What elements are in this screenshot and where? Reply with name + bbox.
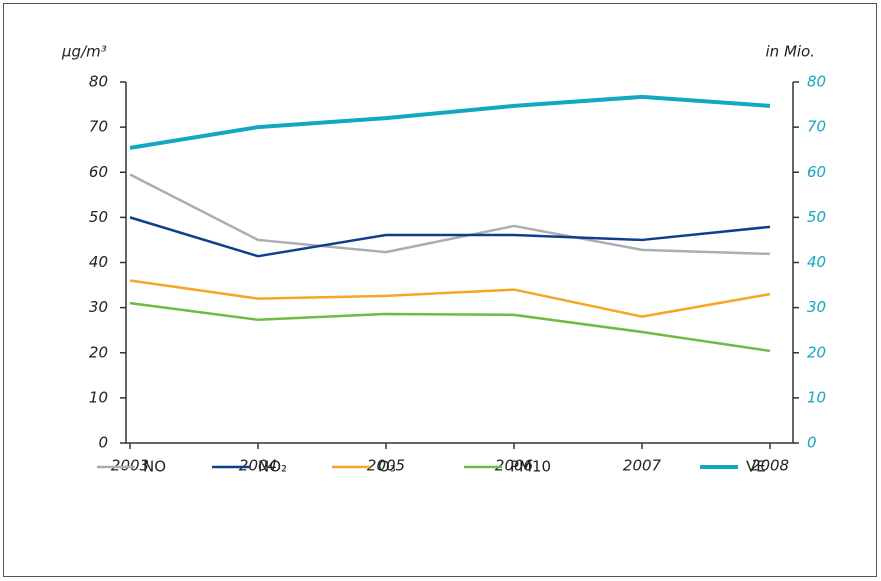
y-tick-label: 70: [89, 118, 108, 136]
legend-label: NO: [143, 458, 166, 476]
frame: [3, 3, 877, 577]
series-line: [129, 279, 771, 318]
series-line: [129, 94, 771, 150]
y2-tick-label: 80: [807, 73, 826, 91]
y2-tick-label: 70: [807, 118, 826, 136]
y-tick-label: 0: [98, 434, 108, 452]
x-tick-label: 2006: [495, 457, 533, 475]
x-tick-label: 2004: [239, 457, 277, 475]
y2-tick-label: 0: [807, 434, 817, 452]
x-tick-label: 2008: [751, 457, 789, 475]
legend-label: NO₂: [258, 458, 287, 476]
y2-tick-label: 50: [807, 208, 826, 226]
y2-tick-label: 20: [807, 343, 826, 361]
y-tick-label: 30: [89, 298, 108, 316]
y-tick-label: 10: [89, 388, 108, 406]
y2-tick-label: 30: [807, 298, 826, 316]
legend-label: VE: [746, 458, 766, 476]
y-tick-label: 80: [89, 73, 108, 91]
y2-axis-label: in Mio.: [766, 43, 816, 61]
legend-label: PM10: [510, 458, 551, 476]
x-tick-label: 2007: [623, 457, 662, 475]
y-tick-label: 40: [89, 253, 108, 271]
legend-label: O₃: [378, 458, 396, 476]
x-tick-label: 2003: [111, 457, 149, 475]
y2-tick-label: 40: [807, 253, 826, 271]
series-line: [129, 173, 771, 256]
y-tick-label: 50: [89, 208, 108, 226]
series-line: [129, 216, 771, 258]
x-tick-label: 2005: [367, 457, 405, 475]
y-axis-label: µg/m³: [61, 43, 107, 61]
y-tick-label: 20: [89, 343, 108, 361]
y2-tick-label: 10: [807, 388, 826, 406]
y2-tick-label: 60: [807, 163, 826, 181]
y-tick-label: 60: [89, 163, 108, 181]
series-line: [129, 301, 771, 353]
